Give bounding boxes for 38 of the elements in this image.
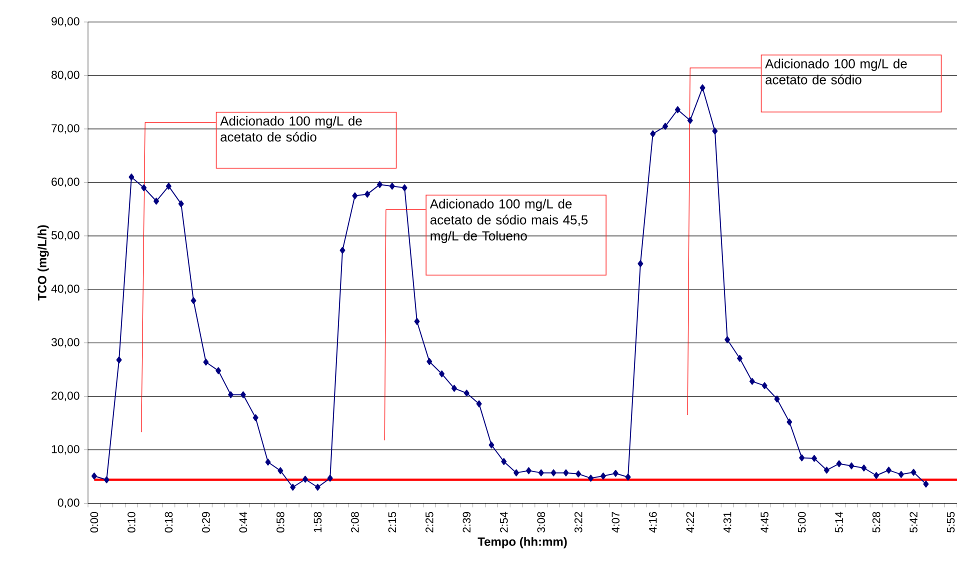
x-tick-label: 5:42 — [910, 512, 918, 532]
x-tick-label: 4:45 — [760, 512, 768, 533]
x-tick-label: 0:00 — [90, 512, 98, 532]
x-tick-label: 5:28 — [872, 512, 880, 532]
x-tick-label: 5:55 — [946, 512, 955, 532]
x-tick-label: 0:18 — [164, 512, 173, 532]
x-axis-title: Tempo (hh:mm) — [478, 537, 567, 548]
x-tick-label: 1:58 — [314, 512, 322, 532]
y-tick-label: 0,00 — [58, 498, 80, 508]
y-tick-label: 50,00 — [51, 231, 80, 241]
x-tick-label: 0:44 — [239, 512, 248, 532]
x-tick-label: 5:00 — [798, 512, 806, 532]
x-tick-label: 2:08 — [351, 512, 359, 532]
y-tick-label: 60,00 — [52, 178, 80, 188]
y-tick-label: 10,00 — [52, 445, 80, 455]
y-tick-label: 70,00 — [52, 124, 80, 134]
x-tick-label: 2:15 — [388, 512, 396, 532]
x-tick-label: 4:31 — [723, 512, 732, 533]
x-tick-label: 3:22 — [574, 512, 582, 532]
y-tick-label: 40,00 — [51, 284, 80, 294]
x-tick-label: 2:54 — [500, 512, 508, 532]
x-tick-label: 5:14 — [835, 512, 843, 532]
x-tick-label: 0:10 — [128, 512, 136, 532]
x-tick-label: 2:39 — [462, 512, 471, 532]
x-tick-label: 3:08 — [537, 512, 546, 532]
y-tick-label: 20,00 — [52, 392, 80, 402]
y-axis-title: TCO (mg/L/h) — [38, 225, 49, 300]
x-tick-label: 0:29 — [202, 512, 210, 532]
y-tick-label: 90,00 — [52, 17, 80, 27]
x-tick-label: 0:58 — [276, 512, 284, 532]
y-tick-label: 80,00 — [52, 70, 80, 80]
x-tick-label: 4:07 — [612, 512, 620, 533]
x-tick-label: 4:22 — [686, 512, 694, 533]
annotation: Adicionado 100 mg/L de acetato de sódio — [765, 58, 907, 84]
x-tick-label: 4:16 — [648, 512, 657, 533]
y-tick-label: 30,00 — [51, 338, 80, 348]
annotation: Adicionado 100 mg/L de acetato de sódio — [220, 116, 362, 142]
x-tick-label: 2:25 — [426, 512, 434, 532]
